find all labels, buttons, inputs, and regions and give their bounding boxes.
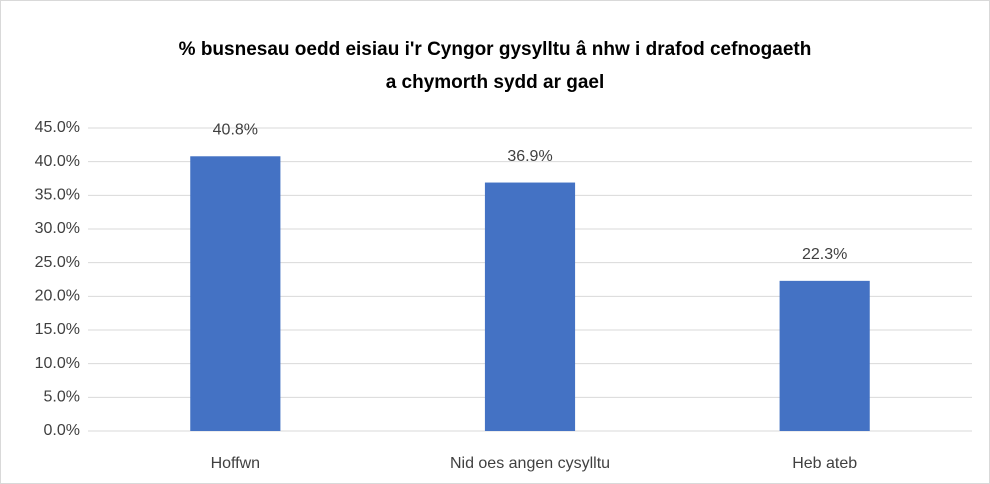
y-tick-label: 40.0% [35, 153, 80, 170]
y-tick-label: 45.0% [35, 119, 80, 136]
bar [190, 156, 281, 431]
chart-title: a chymorth sydd ar gael [386, 72, 605, 93]
y-tick-label: 20.0% [35, 288, 80, 305]
x-tick-label: Hoffwn [211, 455, 261, 472]
y-tick-label: 0.0% [44, 422, 80, 439]
y-tick-label: 15.0% [35, 321, 80, 338]
y-tick-label: 30.0% [35, 220, 80, 237]
chart-title: % busnesau oedd eisiau i'r Cyngor gysyll… [179, 39, 812, 60]
y-tick-label: 10.0% [35, 355, 80, 372]
y-tick-label: 5.0% [44, 389, 80, 406]
y-tick-label: 35.0% [35, 187, 80, 204]
x-tick-label: Heb ateb [792, 455, 857, 472]
x-tick-label: Nid oes angen cysylltu [450, 455, 610, 472]
data-label: 22.3% [802, 246, 847, 263]
data-label: 36.9% [507, 148, 552, 165]
bar [484, 182, 576, 431]
y-tick-label: 25.0% [35, 254, 80, 271]
bar [779, 280, 870, 431]
data-label: 40.8% [213, 121, 258, 138]
